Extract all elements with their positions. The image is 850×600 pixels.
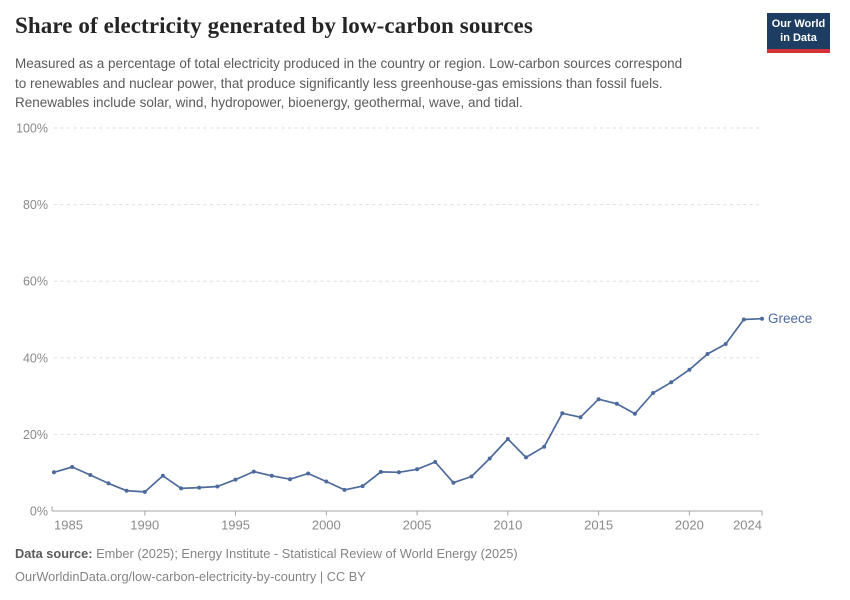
data-point[interactable] xyxy=(70,465,75,469)
y-axis-tick-label: 100% xyxy=(16,122,48,136)
chart-plot-area[interactable]: 0% 20% 40% 60% 80% 100% 1985 1990 1995 2000 2005 20… xyxy=(0,112,850,540)
data-point[interactable] xyxy=(179,486,184,491)
data-point[interactable] xyxy=(378,469,383,474)
data-point[interactable] xyxy=(741,317,746,322)
chart-title: Share of electricity generated by low-ca… xyxy=(15,13,533,38)
y-axis-tick-label: 0% xyxy=(30,505,48,519)
data-point[interactable] xyxy=(160,473,165,478)
x-axis-tick-label: 2010 xyxy=(493,518,522,533)
data-point[interactable] xyxy=(269,473,274,478)
owid-logo[interactable]: Our World in Data xyxy=(767,13,830,53)
data-point[interactable] xyxy=(723,342,728,346)
data-point[interactable] xyxy=(760,316,764,321)
data-point[interactable] xyxy=(288,477,292,482)
data-point[interactable] xyxy=(142,489,147,494)
data-point[interactable] xyxy=(669,380,674,385)
y-axis-tick-label: 60% xyxy=(23,275,48,289)
data-source-line: Data source: Ember (2025); Energy Instit… xyxy=(15,542,835,565)
x-axis-tick-label: 2015 xyxy=(584,518,613,533)
data-source-label: Data source: xyxy=(15,546,93,561)
data-point[interactable] xyxy=(632,411,637,416)
chart-subtitle: Measured as a percentage of total electr… xyxy=(15,56,683,111)
data-point[interactable] xyxy=(124,488,129,493)
data-point[interactable] xyxy=(342,487,347,492)
data-point[interactable] xyxy=(233,477,238,482)
data-point[interactable] xyxy=(469,474,474,479)
data-point[interactable] xyxy=(614,401,619,406)
data-point[interactable] xyxy=(360,484,365,489)
data-point[interactable] xyxy=(487,456,492,461)
series-line-greece[interactable] xyxy=(53,317,763,493)
data-point[interactable] xyxy=(451,480,456,485)
x-axis-tick-label: 2005 xyxy=(403,518,432,533)
data-point[interactable] xyxy=(524,455,528,460)
data-point[interactable] xyxy=(596,397,601,402)
data-point[interactable] xyxy=(197,485,202,490)
data-point[interactable] xyxy=(687,367,692,372)
data-point[interactable] xyxy=(542,444,547,449)
data-source-value: Ember (2025); Energy Institute - Statist… xyxy=(92,546,518,561)
y-axis-tick-label: 80% xyxy=(23,198,48,212)
x-axis-tick-label: 2000 xyxy=(312,518,341,533)
data-point[interactable] xyxy=(396,470,401,475)
x-axis-tick-label: 1995 xyxy=(221,518,250,533)
x-axis-tick-label: 1990 xyxy=(130,518,159,533)
data-point[interactable] xyxy=(433,460,438,464)
series-end-label[interactable]: Greece xyxy=(768,311,812,326)
y-axis-tick-label: 20% xyxy=(23,428,48,442)
data-point[interactable] xyxy=(215,484,220,489)
data-point[interactable] xyxy=(306,471,311,476)
y-axis-tick-label: 40% xyxy=(23,351,48,365)
x-axis-tick-label: 1985 xyxy=(54,518,83,533)
x-axis-tick-label: 2020 xyxy=(675,518,704,533)
data-point[interactable] xyxy=(251,469,256,474)
data-point[interactable] xyxy=(415,467,420,472)
data-point[interactable] xyxy=(578,415,583,420)
chart-footer: Data source: Ember (2025); Energy Instit… xyxy=(15,542,835,588)
data-point[interactable] xyxy=(52,470,56,475)
data-point[interactable] xyxy=(505,437,510,441)
data-point[interactable] xyxy=(651,391,656,395)
data-point[interactable] xyxy=(88,473,93,477)
license-line[interactable]: OurWorldinData.org/low-carbon-electricit… xyxy=(15,569,366,584)
data-point[interactable] xyxy=(106,481,111,486)
x-axis-tick-label: 2024 xyxy=(733,518,762,533)
owid-logo-line2: in Data xyxy=(780,31,817,44)
owid-logo-line1: Our World xyxy=(771,18,826,30)
data-point[interactable] xyxy=(560,411,565,416)
data-point[interactable] xyxy=(705,352,710,356)
data-point[interactable] xyxy=(324,479,329,484)
